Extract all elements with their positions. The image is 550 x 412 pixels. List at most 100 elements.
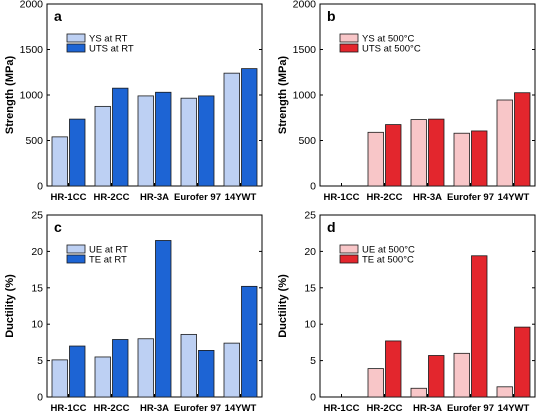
y-tick-label: 15 xyxy=(304,282,316,294)
panel-label: d xyxy=(327,219,336,235)
x-tick-label: HR-3A xyxy=(140,192,169,203)
y-tick-label: 10 xyxy=(304,319,316,331)
legend-swatch xyxy=(339,254,359,264)
bar-te-at-rt-hr-2cc xyxy=(112,339,129,398)
x-tick-label: 14YWT xyxy=(498,192,530,203)
panel-a: 0 500 1000 1500 2000 Strength (MPa) a HR-1CC HR-… xyxy=(4,0,263,203)
bar-ue-at-500-c-hr-2cc xyxy=(367,368,384,398)
x-tick-label: HR-1CC xyxy=(51,403,87,412)
y-tick-label: 25 xyxy=(304,210,316,222)
legend-swatch xyxy=(339,33,359,43)
bar-uts-at-rt-14ywt xyxy=(241,68,258,187)
panel-c: 0 5 10 15 20 25 Ductility (%) c HR-1CC HR-2CC HR-3… xyxy=(4,210,263,412)
y-tick-label: 2000 xyxy=(20,0,44,11)
bar-ys-at-rt-hr-3a xyxy=(137,95,154,187)
bar-ys-at-rt-hr-2cc xyxy=(94,105,111,187)
bar-te-at-rt-eurofer-97 xyxy=(198,350,215,398)
plot-frame xyxy=(319,214,536,398)
x-tick-label: HR-1CC xyxy=(324,192,360,203)
legend-swatch xyxy=(66,244,86,254)
y-tick-label: 0 xyxy=(310,392,316,404)
panel-label: b xyxy=(327,8,336,24)
y-tick-label: 0 xyxy=(37,392,43,404)
bar-ue-at-rt-eurofer-97 xyxy=(180,333,197,398)
bar-uts-at-500-c-eurofer-97 xyxy=(471,130,488,187)
y-axis-label: Strength (MPa) xyxy=(4,56,16,135)
y-tick-label: 25 xyxy=(31,210,43,222)
bar-ys-at-500-c-hr-3a xyxy=(410,119,427,187)
legend-label: YS at 500°C xyxy=(362,34,415,45)
y-tick-label: 500 xyxy=(298,135,316,147)
y-axis-label: Strength (MPa) xyxy=(277,56,289,135)
x-tick-label: Eurofer 97 xyxy=(447,192,494,203)
legend-label: UE at 500°C xyxy=(362,245,415,256)
x-tick-label: HR-2CC xyxy=(94,192,130,203)
y-tick-label: 1000 xyxy=(20,90,44,102)
legend-label: TE at RT xyxy=(89,255,127,266)
bar-uts-at-rt-hr-3a xyxy=(155,91,172,187)
x-tick-label: 14YWT xyxy=(225,403,257,412)
bar-te-at-500-c-hr-2cc xyxy=(385,340,402,398)
panel-d: 0 5 10 15 20 25 Ductility (%) d HR-1CC HR-2CC HR-3… xyxy=(277,210,536,412)
y-tick-label: 5 xyxy=(310,355,316,367)
y-tick-label: 0 xyxy=(310,181,316,193)
legend-label: UTS at 500°C xyxy=(362,44,421,55)
bar-ue-at-rt-hr-2cc xyxy=(94,356,111,398)
legend-swatch xyxy=(339,244,359,254)
y-tick-label: 2000 xyxy=(293,0,317,11)
bar-ys-at-500-c-hr-2cc xyxy=(367,131,384,187)
legend-swatch xyxy=(66,33,86,43)
bar-uts-at-rt-hr-2cc xyxy=(112,87,129,187)
bar-ue-at-500-c-14ywt xyxy=(496,386,513,398)
bar-te-at-500-c-hr-3a xyxy=(428,355,445,398)
bar-te-at-500-c-eurofer-97 xyxy=(471,255,488,398)
legend-label: YS at RT xyxy=(89,34,128,45)
bar-ue-at-500-c-eurofer-97 xyxy=(453,352,470,398)
x-tick-label: HR-1CC xyxy=(51,192,87,203)
y-axis-label: Ductility (%) xyxy=(277,274,289,338)
y-tick-label: 0 xyxy=(37,181,43,193)
bar-ue-at-rt-hr-3a xyxy=(137,338,154,398)
panel-b: 0 500 1000 1500 2000 Strength (MPa) b HR-1CC HR-… xyxy=(277,0,536,203)
bar-ys-at-500-c-14ywt xyxy=(496,99,513,187)
x-tick-label: HR-2CC xyxy=(367,403,403,412)
y-tick-label: 1500 xyxy=(293,44,317,56)
x-tick-label: HR-1CC xyxy=(324,403,360,412)
panel-label: a xyxy=(54,8,62,24)
bar-uts-at-500-c-hr-3a xyxy=(428,118,445,187)
x-tick-label: Eurofer 97 xyxy=(174,192,221,203)
y-tick-label: 1500 xyxy=(20,44,44,56)
legend-label: TE at 500°C xyxy=(362,255,414,266)
x-tick-label: HR-2CC xyxy=(367,192,403,203)
x-tick-label: HR-3A xyxy=(413,192,442,203)
y-tick-label: 1000 xyxy=(293,90,317,102)
y-tick-label: 20 xyxy=(304,246,316,258)
x-tick-label: HR-3A xyxy=(140,403,169,412)
bar-uts-at-500-c-hr-2cc xyxy=(385,124,402,187)
bar-uts-at-rt-hr-1cc xyxy=(69,118,86,187)
bar-te-at-rt-hr-3a xyxy=(155,240,172,398)
bar-ys-at-rt-hr-1cc xyxy=(51,136,68,187)
y-axis-label: Ductility (%) xyxy=(4,274,16,338)
bar-ue-at-rt-14ywt xyxy=(223,342,240,398)
legend-swatch xyxy=(66,254,86,264)
y-tick-label: 5 xyxy=(37,355,43,367)
legend-swatch xyxy=(66,43,86,53)
legend-label: UE at RT xyxy=(89,245,128,256)
y-tick-label: 10 xyxy=(31,319,43,331)
x-tick-label: Eurofer 97 xyxy=(447,403,494,412)
x-tick-label: Eurofer 97 xyxy=(174,403,221,412)
panel-label: c xyxy=(54,219,62,235)
bar-te-at-rt-hr-1cc xyxy=(69,345,86,398)
legend-label: UTS at RT xyxy=(89,44,134,55)
bar-ys-at-rt-eurofer-97 xyxy=(180,97,197,187)
bar-te-at-500-c-14ywt xyxy=(514,326,531,398)
x-tick-label: 14YWT xyxy=(498,403,530,412)
legend-swatch xyxy=(339,43,359,53)
x-tick-label: 14YWT xyxy=(225,192,257,203)
bar-ys-at-rt-14ywt xyxy=(223,72,240,187)
bar-uts-at-rt-eurofer-97 xyxy=(198,95,215,187)
bar-ue-at-500-c-hr-3a xyxy=(410,387,427,398)
bar-ys-at-500-c-eurofer-97 xyxy=(453,132,470,187)
